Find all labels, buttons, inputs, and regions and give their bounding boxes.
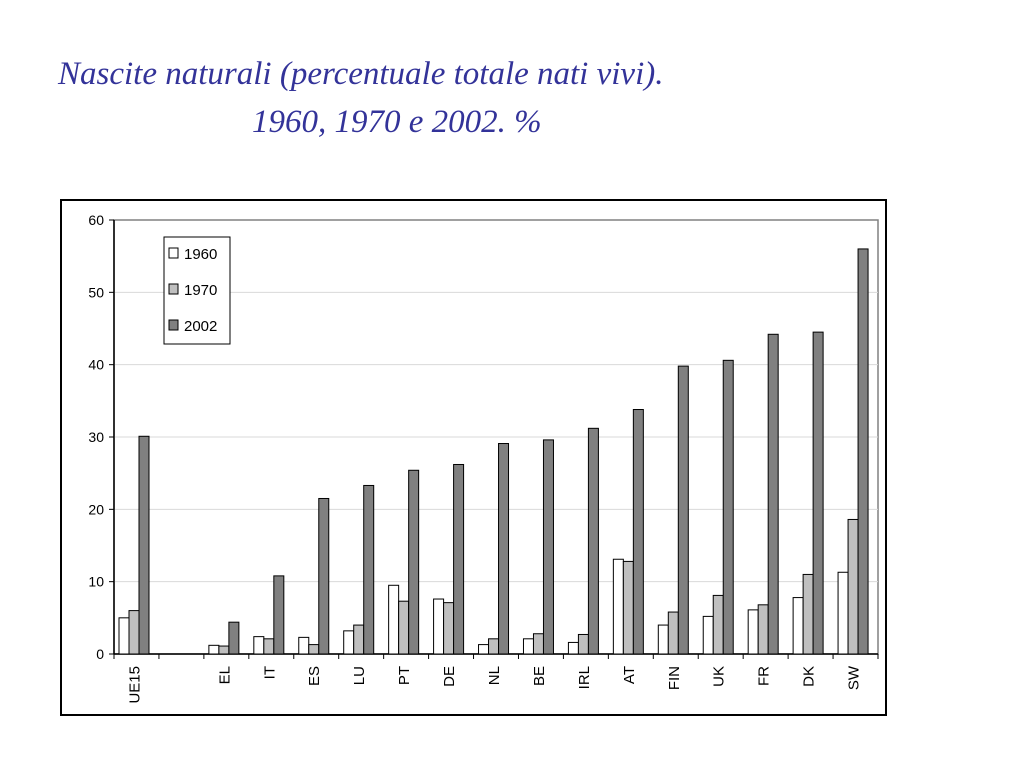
- bar-1960-FR: [747, 609, 759, 655]
- bar-1970-NL: [488, 638, 500, 655]
- x-tick-label: IRL: [576, 666, 593, 689]
- bar-2002-IRL: [587, 427, 599, 655]
- y-tick-label: 0: [96, 646, 104, 662]
- bar-2002-UE15: [138, 435, 150, 655]
- bar-1960-ES: [298, 636, 310, 655]
- bar-2002-SW: [857, 248, 869, 655]
- bar-1970-LU: [353, 624, 365, 655]
- bar-1960-IRL: [567, 641, 579, 655]
- bar-2002-FR: [767, 333, 779, 655]
- x-tick-label: AT: [621, 666, 638, 684]
- bar-1960-IT: [253, 636, 265, 655]
- x-tick-label: ES: [306, 666, 323, 686]
- bar-1960-NL: [478, 644, 490, 655]
- bar-1960-DE: [433, 598, 445, 655]
- bar-2002-PT: [408, 469, 420, 655]
- y-tick-label: 60: [88, 212, 104, 228]
- bar-1960-EL: [208, 644, 220, 655]
- bar-1970-UE15: [128, 610, 140, 655]
- x-tick-label: FIN: [666, 666, 683, 690]
- y-tick-label: 50: [88, 284, 104, 300]
- x-tick-label: DE: [441, 666, 458, 687]
- chart-frame: 0 10 20 30 40 50 60 UE15 EL IT ES LU PT DE NL BE IRL AT FI…: [60, 199, 887, 716]
- bar-1970-PT: [398, 600, 410, 655]
- bar-1970-BE: [532, 633, 544, 655]
- chart-title-line-1: Nascite naturali (percentuale totale nat…: [58, 56, 664, 92]
- bar-2002-NL: [498, 443, 510, 655]
- legend-label-1960: 1960: [184, 246, 217, 263]
- bar-2002-BE: [542, 439, 554, 655]
- x-tick-label: SW: [846, 665, 863, 690]
- chart-title-line-2: 1960, 1970 e 2002. %: [252, 104, 542, 140]
- bar-2002-AT: [632, 409, 644, 655]
- bar-1970-FR: [757, 604, 769, 655]
- bar-2002-ES: [318, 497, 330, 655]
- bar-1960-PT: [388, 584, 400, 655]
- bar-1960-BE: [522, 638, 534, 655]
- bar-1960-AT: [612, 558, 624, 655]
- bar-1970-UK: [712, 594, 724, 655]
- bar-1960-FIN: [657, 624, 669, 655]
- y-tick-label: 40: [88, 357, 104, 373]
- bar-1960-UE15: [118, 617, 130, 655]
- bar-2002-DK: [812, 331, 824, 655]
- bar-1970-SW: [847, 518, 859, 655]
- x-tick-label: UK: [711, 666, 728, 687]
- bar-1970-AT: [622, 560, 634, 655]
- bar-2002-UK: [722, 359, 734, 655]
- bar-1960-SW: [837, 571, 849, 655]
- x-tick-label: BE: [531, 666, 548, 686]
- x-tick-label: EL: [216, 666, 233, 684]
- y-tick-label: 10: [88, 574, 104, 590]
- bar-1970-ES: [308, 644, 320, 655]
- x-tick-label: FR: [756, 666, 773, 686]
- bar-2002-DE: [453, 463, 465, 655]
- bar-1970-IT: [263, 638, 275, 655]
- bar-1960-DK: [792, 597, 804, 655]
- x-tick-label: DK: [801, 666, 818, 687]
- bar-1970-DK: [802, 573, 814, 655]
- bar-1960-UK: [702, 615, 714, 655]
- legend-label-2002: 2002: [184, 318, 217, 335]
- legend-swatch-2002: [168, 319, 179, 331]
- bar-2002-IT: [273, 575, 285, 655]
- x-tick-label: UE15: [126, 666, 143, 704]
- bar-1970-EL: [218, 645, 230, 655]
- legend-swatch-1960: [168, 247, 179, 259]
- bar-1970-FIN: [667, 611, 679, 655]
- legend-swatch-1970: [168, 283, 179, 295]
- x-tick-label: NL: [486, 666, 503, 685]
- bar-chart: 0 10 20 30 40 50 60 UE15 EL IT ES LU PT DE NL BE IRL AT FI…: [88, 212, 879, 704]
- x-tick-label: PT: [396, 666, 413, 685]
- bar-2002-LU: [363, 484, 375, 655]
- bar-1970-IRL: [577, 633, 589, 655]
- bar-2002-EL: [228, 621, 240, 655]
- bar-2002-FIN: [677, 365, 689, 655]
- legend-label-1970: 1970: [184, 282, 217, 299]
- y-tick-label: 20: [88, 501, 104, 517]
- bar-1960-LU: [343, 630, 355, 655]
- bar-1970-DE: [443, 602, 455, 655]
- y-tick-label: 30: [88, 429, 104, 445]
- x-tick-label: LU: [351, 666, 368, 685]
- x-tick-label: IT: [261, 666, 278, 679]
